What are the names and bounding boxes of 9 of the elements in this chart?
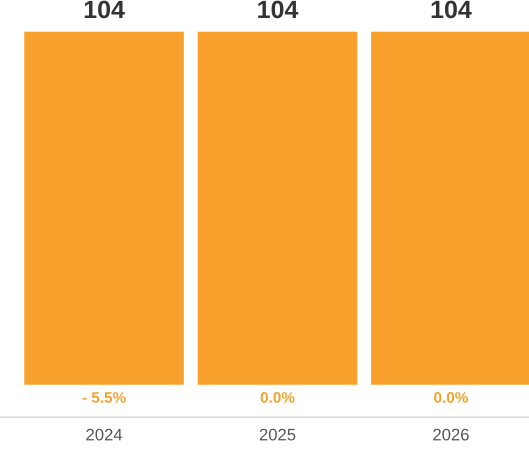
data-label: 104 bbox=[84, 0, 125, 18]
data-label: 104 bbox=[258, 0, 298, 18]
text: 0.0% bbox=[260, 392, 295, 403]
x-tick-label: 2024 bbox=[86, 428, 122, 441]
text: 0.0% bbox=[434, 392, 468, 403]
x-tick-label: 2025 bbox=[260, 428, 296, 441]
x-tick-label: 2026 bbox=[433, 428, 469, 441]
data-label: 104 bbox=[432, 0, 472, 18]
text: - 5.5% bbox=[82, 392, 126, 403]
